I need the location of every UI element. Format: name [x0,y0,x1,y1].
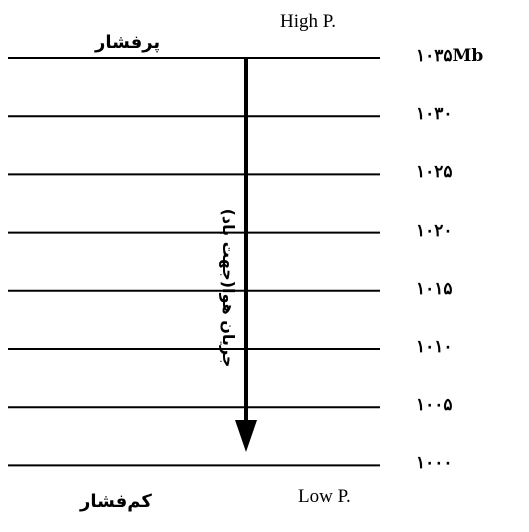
pressure-value-label: ۱۰۰۰ [416,453,453,474]
low-pressure-label-fa: کم‌فشار [80,491,152,512]
high-pressure-label-fa: پرفشار [95,32,161,53]
high-pressure-label-en: High P. [280,11,336,32]
isobar-lines [8,57,380,467]
airflow-arrow-head [235,420,257,452]
pressure-value-label: ۱۰۰۵ [416,395,453,416]
airflow-direction-label: جریان هوا(جهت باد) [219,208,238,368]
pressure-value-label: ۱۰۱۵ [416,278,453,299]
pressure-value-label: ۱۰۱۰ [416,337,453,357]
low-pressure-label-en: Low P. [298,486,351,507]
pressure-value-label: ۱۰۳۵Mb [416,46,484,66]
pressure-value-label: ۱۰۲۰ [416,220,453,241]
pressure-value-label: ۱۰۳۰ [416,104,453,125]
pressure-value-label: ۱۰۲۵ [416,162,453,183]
